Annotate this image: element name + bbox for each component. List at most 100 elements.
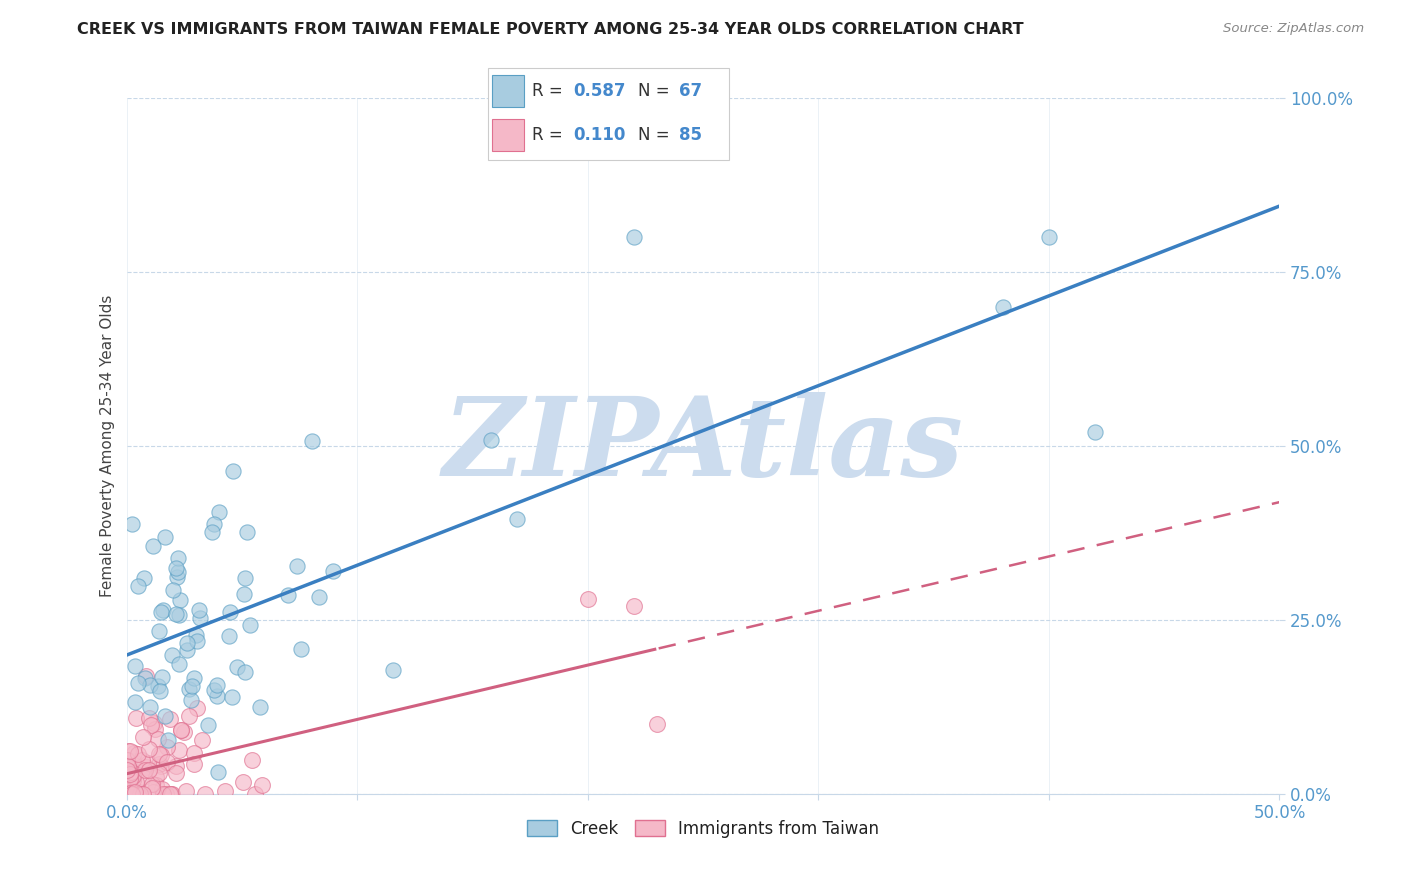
Point — [145, 779, 167, 793]
Point — [134, 763, 156, 777]
Point — [145, 770, 167, 784]
Point — [135, 759, 157, 773]
Point — [121, 770, 143, 784]
Point — [235, 571, 257, 585]
Point — [277, 589, 299, 603]
Point — [576, 592, 599, 607]
Point — [190, 733, 212, 747]
Point — [117, 744, 139, 758]
Point — [121, 754, 143, 768]
Point — [121, 517, 143, 532]
Bar — [492, 75, 524, 107]
Point — [208, 505, 231, 519]
Point — [150, 605, 173, 619]
Point — [219, 605, 242, 619]
Point — [149, 683, 172, 698]
Point — [290, 641, 312, 656]
Point — [142, 715, 165, 730]
Point — [138, 742, 160, 756]
Point — [183, 671, 205, 685]
Point — [1084, 425, 1107, 439]
Point — [118, 786, 141, 800]
Point — [118, 767, 141, 781]
Point — [149, 747, 172, 762]
Point — [479, 433, 502, 447]
Point — [146, 731, 169, 746]
Point — [156, 732, 179, 747]
Point — [1038, 230, 1060, 244]
Point — [190, 611, 212, 625]
Point — [197, 717, 219, 731]
Point — [249, 700, 271, 714]
Point — [170, 723, 193, 738]
Point — [225, 660, 247, 674]
Point — [124, 787, 146, 801]
Point — [148, 624, 170, 638]
Point — [148, 765, 170, 780]
Point — [165, 561, 187, 575]
Point — [121, 787, 143, 801]
Point — [155, 709, 177, 723]
Point — [166, 565, 188, 579]
Point — [127, 676, 149, 690]
Point — [232, 775, 254, 789]
Point — [301, 434, 323, 448]
Point — [122, 769, 145, 783]
Point — [138, 763, 160, 777]
Point — [179, 708, 201, 723]
Point — [205, 678, 228, 692]
Point — [134, 671, 156, 685]
Point — [121, 785, 143, 799]
Point — [322, 564, 344, 578]
Point — [127, 787, 149, 801]
Point — [221, 690, 243, 704]
Point — [117, 759, 139, 773]
Point — [506, 511, 529, 525]
Point — [156, 755, 179, 769]
Point — [183, 756, 205, 771]
Text: Source: ZipAtlas.com: Source: ZipAtlas.com — [1223, 22, 1364, 36]
Point — [623, 599, 645, 613]
Point — [138, 711, 160, 725]
Point — [129, 787, 152, 801]
Point — [132, 731, 155, 745]
Point — [202, 517, 225, 532]
Point — [122, 746, 145, 760]
Text: 85: 85 — [679, 127, 703, 145]
Point — [121, 787, 143, 801]
Point — [150, 670, 173, 684]
Point — [152, 603, 174, 617]
Point — [131, 787, 153, 801]
Legend: Creek, Immigrants from Taiwan: Creek, Immigrants from Taiwan — [520, 814, 886, 845]
Point — [124, 785, 146, 799]
Point — [160, 787, 183, 801]
Point — [124, 659, 146, 673]
Point — [120, 772, 142, 787]
Point — [120, 765, 142, 780]
Point — [152, 787, 174, 801]
Point — [239, 617, 262, 632]
Point — [127, 579, 149, 593]
Point — [201, 525, 224, 540]
Point — [162, 583, 184, 598]
Point — [205, 690, 228, 704]
Point — [162, 648, 184, 662]
Text: R =: R = — [531, 82, 568, 100]
Point — [125, 775, 148, 789]
Point — [131, 753, 153, 767]
Point — [148, 757, 170, 772]
Point — [141, 780, 163, 795]
Text: R =: R = — [531, 127, 568, 145]
Point — [991, 300, 1014, 314]
Point — [236, 524, 259, 539]
Point — [623, 230, 645, 244]
Point — [121, 764, 143, 778]
Point — [122, 758, 145, 772]
Point — [222, 464, 245, 478]
Point — [166, 570, 188, 584]
Point — [176, 636, 198, 650]
Point — [120, 761, 142, 775]
Point — [122, 785, 145, 799]
Point — [115, 783, 138, 797]
Point — [202, 682, 225, 697]
